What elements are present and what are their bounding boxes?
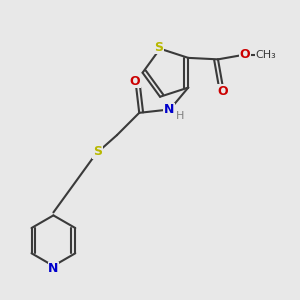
Text: S: S [93, 145, 102, 158]
Text: CH₃: CH₃ [255, 50, 276, 60]
Text: H: H [176, 111, 184, 121]
Text: O: O [217, 85, 228, 98]
Text: N: N [48, 262, 59, 275]
Text: N: N [164, 103, 174, 116]
Text: O: O [239, 48, 250, 62]
Text: S: S [154, 41, 163, 54]
Text: O: O [130, 74, 140, 88]
